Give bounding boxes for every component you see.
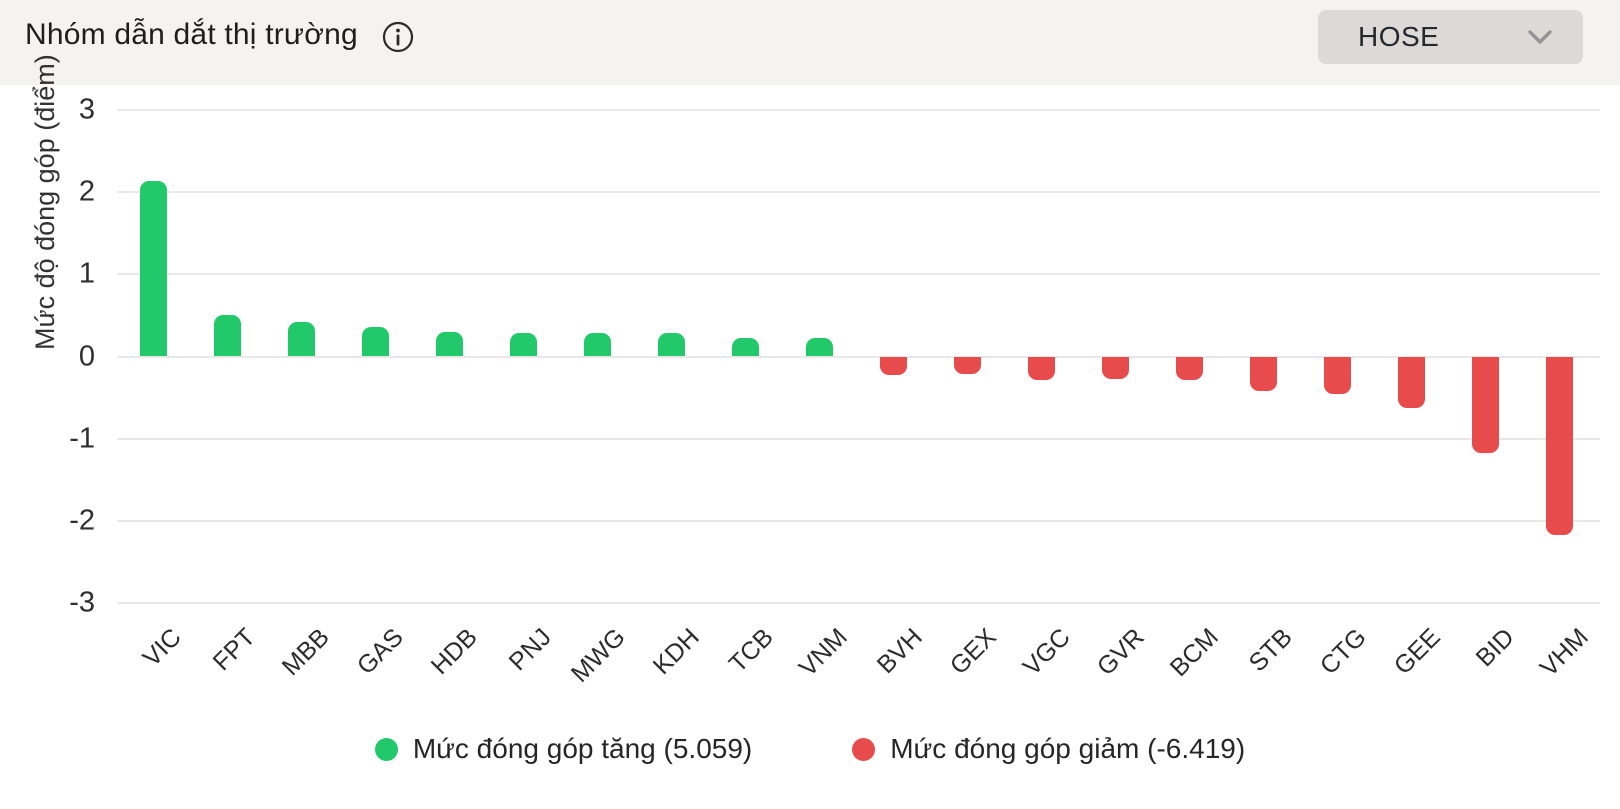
- x-tick-label-PNJ: PNJ: [503, 623, 558, 677]
- bar-VHM[interactable]: [1546, 356, 1574, 535]
- y-tick-label: 1: [78, 257, 95, 290]
- bar-GVR[interactable]: [1102, 356, 1130, 379]
- bar-BVH[interactable]: [880, 356, 907, 375]
- legend-item-increase[interactable]: Mức đóng góp tăng (5.059): [374, 733, 753, 765]
- legend-label: Mức đóng góp giảm (-6.419): [890, 733, 1246, 764]
- bar-MWG[interactable]: [583, 333, 611, 357]
- bar-GEE[interactable]: [1398, 356, 1426, 409]
- bar-chart-plot: 3 2 1 0 -1 -2 -3 VIC FPT MBB GAS HDB PNJ MWG KDH TCB VNM…: [69, 94, 1600, 688]
- gridline-y-0: [117, 355, 1600, 358]
- bar-GEX[interactable]: [954, 356, 982, 374]
- bar-BCM[interactable]: [1176, 356, 1204, 381]
- bar-PNJ[interactable]: [509, 333, 537, 357]
- x-tick-label-MWG: MWG: [566, 623, 632, 688]
- x-tick-label-BID: BID: [1470, 623, 1520, 673]
- x-tick-label-GEE: GEE: [1388, 623, 1446, 681]
- widget-header: Nhóm dẫn dắt thị trường HOSE: [0, 0, 1620, 85]
- x-tick-label-MBB: MBB: [276, 623, 335, 682]
- x-tick-label-BVH: BVH: [871, 623, 928, 680]
- x-tick-label-GVR: GVR: [1091, 623, 1150, 682]
- bar-VNM[interactable]: [805, 338, 833, 357]
- x-tick-label-VGC: VGC: [1017, 623, 1076, 682]
- chevron-down-icon: [1527, 27, 1553, 47]
- exchange-dropdown[interactable]: HOSE: [1318, 10, 1583, 64]
- gridline-y-2: [117, 191, 1600, 194]
- y-tick-label: -1: [69, 422, 95, 455]
- gridline-y--2: [117, 519, 1600, 522]
- legend-dot-icon: [374, 737, 398, 761]
- bar-VGC[interactable]: [1028, 356, 1056, 380]
- x-tick-label-FPT: FPT: [207, 623, 261, 677]
- bar-GAS[interactable]: [361, 326, 389, 357]
- y-tick-label: -3: [69, 586, 95, 619]
- gridline-y--1: [117, 437, 1600, 440]
- x-tick-label-STB: STB: [1243, 623, 1298, 678]
- x-tick-label-GEX: GEX: [944, 623, 1002, 681]
- legend-item-decrease[interactable]: Mức đóng góp giảm (-6.419): [852, 733, 1245, 765]
- widget-title: Nhóm dẫn dắt thị trường: [25, 18, 358, 51]
- bar-STB[interactable]: [1250, 356, 1278, 391]
- bar-MBB[interactable]: [287, 321, 315, 357]
- gridline-y-1: [117, 273, 1600, 276]
- x-tick-label-CTG: CTG: [1314, 623, 1372, 681]
- x-tick-label-VNM: VNM: [794, 623, 854, 683]
- gridline-y--3: [117, 602, 1600, 604]
- bar-FPT[interactable]: [213, 315, 241, 357]
- x-tick-label-GAS: GAS: [351, 623, 409, 681]
- y-tick-label: 2: [78, 175, 95, 208]
- legend-dot-icon: [852, 737, 876, 761]
- y-tick-label: 0: [78, 340, 95, 372]
- x-tick-label-BCM: BCM: [1164, 623, 1224, 683]
- bar-BID[interactable]: [1472, 356, 1500, 453]
- bar-HDB[interactable]: [435, 331, 463, 357]
- bar-TCB[interactable]: [731, 338, 759, 357]
- x-tick-label-TCB: TCB: [724, 623, 780, 679]
- chart-legend: Mức đóng góp tăng (5.059) Mức đóng góp gi…: [0, 733, 1620, 765]
- gridline-y-3: [117, 109, 1600, 111]
- info-icon[interactable]: [382, 21, 414, 53]
- x-tick-label-VHM: VHM: [1534, 623, 1594, 683]
- y-tick-label: 3: [78, 93, 95, 126]
- y-tick-label: -2: [69, 504, 95, 537]
- exchange-dropdown-value: HOSE: [1358, 21, 1440, 52]
- x-tick-label-VIC: VIC: [137, 623, 187, 673]
- legend-label: Mức đóng góp tăng (5.059): [412, 733, 753, 764]
- x-tick-label-HDB: HDB: [425, 623, 483, 681]
- x-tick-label-KDH: KDH: [648, 623, 706, 681]
- bar-CTG[interactable]: [1324, 356, 1352, 395]
- bar-VIC[interactable]: [139, 180, 167, 357]
- bar-KDH[interactable]: [657, 333, 685, 357]
